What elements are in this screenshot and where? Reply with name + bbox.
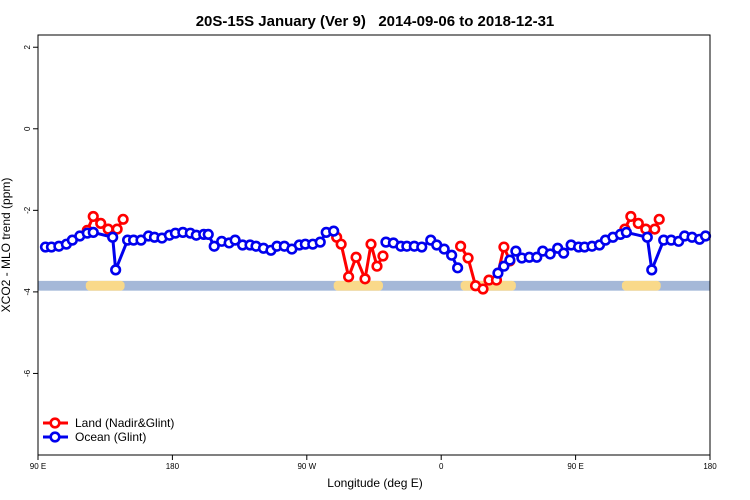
point [462,252,474,264]
point [117,213,129,225]
x-tick-label: 90 W [297,462,316,471]
point [504,254,516,266]
point [558,247,570,259]
point [107,231,119,243]
point [208,240,220,252]
y-tick-label: -6 [23,369,32,377]
x-tick-label: 0 [439,462,444,471]
land-mask [621,280,661,291]
point [87,226,99,238]
point [492,267,504,279]
point [371,260,383,272]
legend-label: Ocean (Glint) [75,430,146,444]
point [95,217,107,229]
point [544,248,556,260]
point [446,249,458,261]
point [632,217,644,229]
point [653,213,665,225]
point [111,223,123,235]
point [646,264,658,276]
point [328,225,340,237]
chart-title: 20S-15S January (Ver 9) 2014-09-06 to 20… [196,13,555,30]
point [649,223,661,235]
point [477,283,489,295]
point [314,236,326,248]
point [110,264,122,276]
point [377,250,389,262]
point [87,210,99,223]
y-tick-label: 2 [23,44,32,49]
y-tick-label: -2 [23,206,32,214]
point [343,271,355,283]
y-tick-label: 0 [23,126,32,131]
point [620,226,632,238]
series-line [85,213,661,291]
y-tick-label: -4 [23,288,32,296]
x-axis-title: Longitude (deg E) [327,476,422,490]
legend-label: Land (Nadir&Glint) [75,416,174,430]
point [625,210,637,223]
point [498,241,510,253]
point [699,230,712,242]
point [510,245,522,257]
legend-marker [49,431,61,443]
point [452,262,464,274]
land-mask [85,280,125,291]
x-tick-label: 90 E [30,462,46,471]
point [455,240,467,252]
plot-frame [37,34,711,456]
point [365,238,377,250]
point [438,243,450,255]
x-tick-label: 180 [703,462,717,471]
point [416,241,428,253]
point [359,273,371,285]
legend-marker [49,417,61,429]
land-mask [333,280,383,291]
point [350,251,362,263]
y-axis-title: XCO2 - MLO trend (ppm) [0,178,13,313]
point [202,228,214,240]
point [641,231,653,243]
x-tick-label: 90 E [567,462,583,471]
point [335,238,347,250]
point [229,234,241,246]
x-tick-label: 180 [166,462,180,471]
